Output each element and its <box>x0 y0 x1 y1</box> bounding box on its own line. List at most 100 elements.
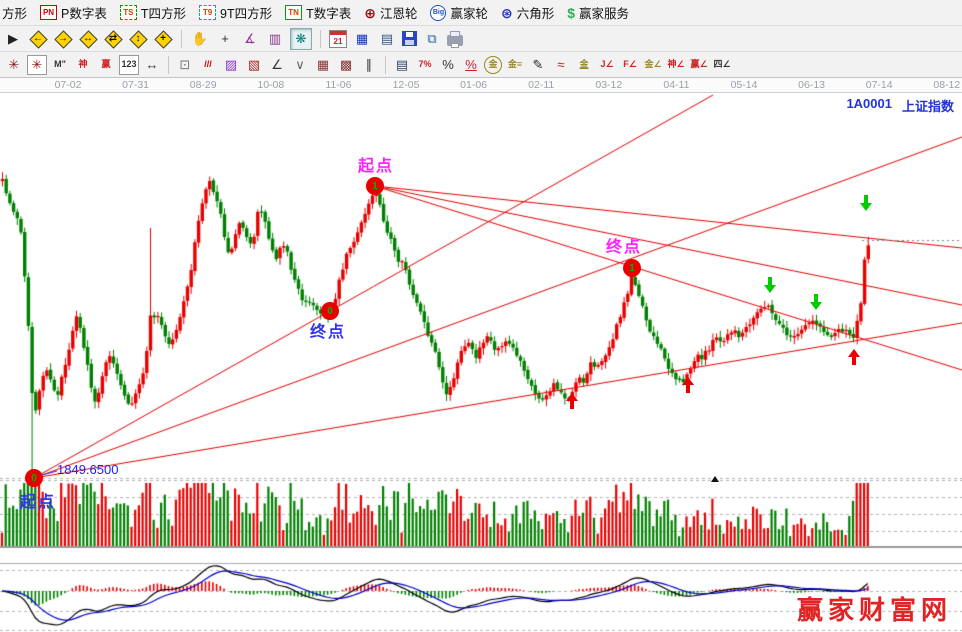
wave-label: 起点 <box>358 158 395 175</box>
gann-fan-point[interactable]: 0 <box>321 302 339 320</box>
cursor-icon[interactable]: ▶ <box>8 31 18 46</box>
gann-fan-point[interactable]: 0 <box>25 469 43 487</box>
angle-measure-icon[interactable]: ∡ <box>244 31 256 46</box>
menu-item-t-square[interactable]: TS T四方形 <box>119 3 186 22</box>
nine-t-square-icon: T9 <box>199 5 216 20</box>
zigzag-icon[interactable]: ∨ <box>295 57 305 72</box>
menu-item-label: 赢家轮 <box>450 7 488 21</box>
width-measure-icon[interactable]: ↔ <box>145 57 159 72</box>
date-label: 11-06 <box>325 79 352 91</box>
sell-signal-arrow-icon <box>860 195 872 211</box>
date-label: 07-31 <box>122 79 150 91</box>
gann-square-icon[interactable]: ▧ <box>247 57 261 72</box>
zoom-horizontal-icon[interactable]: ↔ <box>78 29 98 49</box>
gann-fan-point[interactable]: 1 <box>623 259 641 277</box>
rect-select-icon[interactable]: ⊡ <box>179 57 191 72</box>
gann-fan-point[interactable]: 1 <box>366 177 384 195</box>
ying-angle-icon[interactable]: 赢∠ <box>690 59 708 69</box>
parallel-lines-icon[interactable]: ∥ <box>365 57 373 72</box>
winner-service-icon: $ <box>567 4 576 21</box>
date-label: 03-12 <box>595 79 623 91</box>
notes-icon[interactable]: ▤ <box>380 31 394 46</box>
menu-item-p-number-table[interactable]: PN P数字表 <box>40 3 107 22</box>
gann-wheel-icon: ⊕ <box>364 4 376 21</box>
menu-item-winner-service[interactable]: $ 赢家服务 <box>567 3 629 22</box>
date-label: 12-05 <box>392 79 420 91</box>
toolbar-main: ▶ ← → ↔ ⇄ ↕ + ✋ + ∡ ▥ ❋ 21 ▦ ▤ ⧉ <box>0 26 962 52</box>
t-square-icon: TS <box>119 5 137 20</box>
move-all-icon[interactable]: + <box>153 29 173 49</box>
si-angle-icon[interactable]: 四∠ <box>713 59 731 69</box>
gold-lines-icon[interactable]: 金≡ <box>507 59 523 69</box>
pattern-tool-icon[interactable]: ▥ <box>268 31 282 46</box>
gann-mini-wheel-icon[interactable]: ❋ <box>290 27 312 50</box>
ruler-123-icon[interactable]: 123 <box>119 54 139 75</box>
watermark: 赢家财富网 <box>796 596 952 625</box>
wheel-tool-icon[interactable]: ✳ <box>8 57 20 72</box>
menu-item-label: 方形 <box>2 7 28 21</box>
calculator-icon[interactable]: ▦ <box>355 31 369 46</box>
volume-triangle-marker <box>711 476 719 482</box>
date-label: 08-12 <box>933 79 961 91</box>
grid-tool-icon[interactable]: ▦ <box>316 57 330 72</box>
menu-item-t-number-table[interactable]: TN T数字表 <box>285 3 351 22</box>
wave-line-icon[interactable]: ≈ <box>557 57 565 72</box>
gann-fan-icon[interactable]: /// <box>204 59 212 69</box>
date-label: 10-08 <box>257 79 285 91</box>
printer-icon[interactable] <box>447 31 463 48</box>
symbol-label: 1A0001 上证指数 <box>846 96 954 115</box>
toolbar-separator <box>385 55 386 74</box>
percent-lines-icon[interactable]: % <box>465 57 477 72</box>
menu-item-label: 六角形 <box>516 7 555 21</box>
chart-area[interactable]: 1A0001 上证指数 1849.6500 赢家财富网 0 0 1 1 起点 终点 终点 起点 <box>0 93 962 632</box>
symbol-name: 上证指数 <box>901 99 954 114</box>
network-icon[interactable]: ⧉ <box>427 31 437 46</box>
price-chart-canvas[interactable] <box>0 93 962 632</box>
toolbar-draw: ✳ ✳ M" 神赢 123 ↔ ⊡///▨ ▧ ∠ ∨ ▦ ▩ ∥ ▤ 7%%% 金金≡ ✎ ≈ 金 J∠ F∠ 金∠ 神∠… <box>0 52 962 78</box>
wave-mark-icon[interactable]: M" <box>54 59 66 69</box>
sell-signal-arrow-icon <box>810 294 822 310</box>
menu-item-square[interactable]: 方形 <box>2 3 27 22</box>
percent-angle-icon[interactable]: 7% <box>418 59 432 69</box>
save-icon[interactable] <box>402 31 417 46</box>
zoom-vertical-icon[interactable]: ↕ <box>128 29 148 49</box>
gold-angle-icon[interactable]: 金∠ <box>644 59 662 69</box>
f-angle-icon[interactable]: F∠ <box>623 59 637 69</box>
menu-item-winner-wheel[interactable]: Big 赢家轮 <box>430 3 488 22</box>
boxed-wheel-tool-icon[interactable]: ✳ <box>27 54 47 75</box>
shen-mark-icon[interactable]: 神 <box>78 59 88 69</box>
date-label: 07-02 <box>54 79 82 91</box>
date-label: 07-14 <box>865 79 893 91</box>
hand-tool-icon[interactable]: ✋ <box>191 31 209 46</box>
brush-icon[interactable]: ✎ <box>532 57 544 72</box>
boxed-grid-icon[interactable]: ▩ <box>339 57 353 72</box>
p-number-table-icon: PN <box>40 5 58 20</box>
j-angle-icon[interactable]: J∠ <box>600 59 614 69</box>
winner-wheel-icon: Big <box>430 4 447 21</box>
date-label: 01-06 <box>460 79 488 91</box>
shift-left-icon[interactable]: ← <box>28 29 48 49</box>
percent-icon[interactable]: % <box>442 57 454 72</box>
menu-item-label: P数字表 <box>61 7 107 21</box>
shift-right-icon[interactable]: → <box>53 29 73 49</box>
menu-item-hexagon[interactable]: ⊛ 六角形 <box>501 3 554 22</box>
t-number-table-icon: TN <box>285 5 303 20</box>
ying-mark-icon[interactable]: 赢 <box>101 59 111 69</box>
toolbar-separator <box>168 55 169 74</box>
gann-box-fan-icon[interactable]: ▨ <box>224 57 238 72</box>
gold-circle-icon[interactable]: 金 <box>484 55 502 74</box>
two-angle-icon[interactable]: ∠ <box>271 57 283 72</box>
wave-label: 起点 <box>20 494 57 511</box>
menubar: 方形 PN P数字表 TS T四方形 T9 9T四方形 TN T数字表 ⊕ 江恩轮 Big 赢家轮 ⊛ 六角… <box>0 0 962 26</box>
percent-table-icon[interactable]: ▤ <box>395 57 409 72</box>
date-axis: 07-02 07-31 08-29 10-08 11-06 12-05 01-06 02-11… <box>0 78 962 93</box>
menu-item-label: T数字表 <box>306 7 352 21</box>
menu-item-nine-t-square[interactable]: T9 9T四方形 <box>199 3 272 22</box>
buy-signal-arrow-icon <box>848 349 860 365</box>
shen-angle-icon[interactable]: 神∠ <box>667 59 685 69</box>
menu-item-gann-wheel[interactable]: ⊕ 江恩轮 <box>364 3 417 22</box>
crosshair-tool-icon[interactable]: + <box>221 31 229 46</box>
compress-icon[interactable]: ⇄ <box>103 29 123 49</box>
gold-underline-icon[interactable]: 金 <box>579 59 589 69</box>
calendar-icon[interactable]: 21 <box>329 29 347 48</box>
